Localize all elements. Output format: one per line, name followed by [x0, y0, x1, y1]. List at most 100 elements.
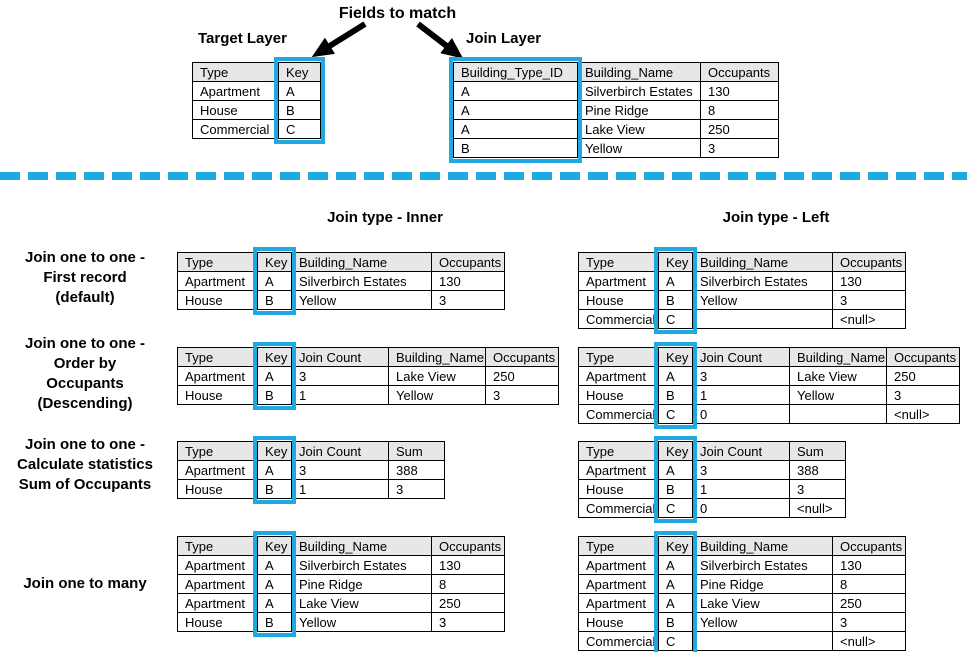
table-cell: 3 — [700, 138, 779, 158]
table-row: Commercial C <null> — [578, 631, 906, 651]
table-header-row: Type Key Join Count Sum — [177, 441, 445, 461]
table-row: House B Yellow 3 — [578, 290, 906, 310]
table-cell: Silverbirch Estates — [692, 271, 833, 291]
data-table: Type Key Building_Name Occupants Apartment A S… — [578, 536, 906, 651]
table-header-row: Type Key Join Count Building_Name Occupants — [177, 347, 559, 367]
table-cell: B — [257, 290, 292, 310]
table-cell: A — [257, 555, 292, 575]
table-cell: Apartment — [177, 271, 258, 291]
data-table: Type Key Join Count Building_Name Occupants A… — [578, 347, 960, 424]
table-cell: Apartment — [177, 366, 258, 386]
column-header: Occupants — [485, 347, 559, 367]
table-cell: Yellow — [692, 612, 833, 632]
column-header: Building_Name — [291, 536, 432, 556]
table-row: A Lake View 250 — [453, 119, 779, 139]
row-label-one-to-one-first-record: Join one to one - First record (default) — [25, 249, 145, 306]
data-table: Type Key Join Count Building_Name Occupants A… — [177, 347, 559, 405]
table-cell: <null> — [886, 404, 960, 424]
column-header: Key — [278, 62, 321, 82]
table-cell: Yellow — [692, 290, 833, 310]
column-header: Building_Name — [291, 252, 432, 272]
table-cell: Yellow — [291, 612, 432, 632]
data-table: Type Key Join Count Sum Apartment A 3 388 House B… — [578, 441, 846, 518]
table-cell: 3 — [886, 385, 960, 405]
table-cell: Silverbirch Estates — [692, 555, 833, 575]
table-header-row: Type Key Building_Name Occupants — [578, 252, 906, 272]
table-row: Apartment A 3 Lake View 250 — [578, 366, 960, 386]
column-header: Join Count — [692, 347, 790, 367]
table-cell: Yellow — [789, 385, 887, 405]
table-cell: Apartment — [578, 593, 659, 613]
table-row: Commercial C <null> — [578, 309, 906, 329]
table-cell: 3 — [789, 479, 846, 499]
table-cell — [692, 309, 833, 329]
table-row: A Silverbirch Estates 130 — [453, 81, 779, 101]
table-cell: Apartment — [578, 271, 659, 291]
table-cell: House — [578, 479, 659, 499]
column-header: Building_Name — [692, 252, 833, 272]
table-header-row: Type Key Join Count Sum — [578, 441, 846, 461]
table-cell: Apartment — [177, 593, 258, 613]
table-row: House B 1 3 — [578, 479, 846, 499]
table-cell: 3 — [692, 366, 790, 386]
column-header: Building_Name — [789, 347, 887, 367]
table-cell: 8 — [431, 574, 505, 594]
column-header: Type — [177, 441, 258, 461]
table-row: House B Yellow 3 — [177, 612, 505, 632]
table-row: Commercial C 0 <null> — [578, 404, 960, 424]
table-cell: Apartment — [192, 81, 279, 101]
table-cell: 130 — [431, 271, 505, 291]
table-cell — [692, 631, 833, 651]
table-cell: 1 — [692, 479, 790, 499]
table-cell: Yellow — [577, 138, 701, 158]
table-cell: 250 — [700, 119, 779, 139]
table-cell: 3 — [692, 460, 790, 480]
table-cell: 1 — [291, 385, 389, 405]
table-cell: Commercial — [578, 498, 659, 518]
row-label-one-to-many: Join one to many — [23, 575, 147, 592]
arrow-to-join-key-icon — [416, 21, 464, 59]
table-row: Apartment A Pine Ridge 8 — [177, 574, 505, 594]
column-header: Occupants — [700, 62, 779, 82]
data-table: Building_Type_ID Building_Name Occupants A S… — [453, 62, 779, 158]
table-cell: 130 — [832, 555, 906, 575]
table-row: A Pine Ridge 8 — [453, 100, 779, 120]
table-cell: Apartment — [177, 460, 258, 480]
table-cell: 250 — [431, 593, 505, 613]
table-cell: A — [658, 593, 693, 613]
column-header: Sum — [789, 441, 846, 461]
table-cell: B — [257, 612, 292, 632]
table-cell: 250 — [485, 366, 559, 386]
table-header-row: Type Key — [192, 62, 321, 82]
join-type-left-title: Join type - Left — [722, 209, 830, 226]
table-row: House B — [192, 100, 321, 120]
table-cell: Lake View — [692, 593, 833, 613]
column-header: Type — [177, 252, 258, 272]
table-row: Apartment A 3 388 — [578, 460, 846, 480]
left-one-to-many-table: Type Key Building_Name Occupants Apartment A S… — [578, 531, 906, 652]
table-cell: Yellow — [388, 385, 486, 405]
table-cell: C — [658, 498, 693, 518]
table-cell: B — [453, 138, 578, 158]
table-cell: Apartment — [578, 555, 659, 575]
table-cell: C — [658, 631, 693, 651]
table-cell: 8 — [832, 574, 906, 594]
table-cell: C — [278, 119, 321, 139]
table-cell: House — [192, 100, 279, 120]
column-header: Type — [578, 252, 659, 272]
table-cell: 3 — [388, 479, 445, 499]
table-row: House B 1 3 — [177, 479, 445, 499]
column-header: Join Count — [692, 441, 790, 461]
table-cell: 388 — [789, 460, 846, 480]
table-cell: Lake View — [789, 366, 887, 386]
column-header: Key — [257, 252, 292, 272]
table-cell: 3 — [485, 385, 559, 405]
table-header-row: Type Key Building_Name Occupants — [578, 536, 906, 556]
table-cell: <null> — [832, 309, 906, 329]
row-label-one-to-one-order-by: Join one to one - Order by Occupants (De… — [25, 335, 145, 412]
table-cell: A — [453, 100, 578, 120]
table-cell: House — [177, 612, 258, 632]
column-header: Type — [177, 347, 258, 367]
table-cell: Apartment — [177, 574, 258, 594]
